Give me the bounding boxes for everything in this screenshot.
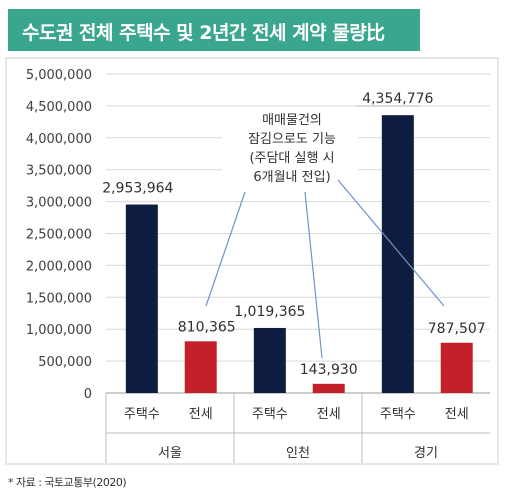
- group-label: 서울: [158, 446, 182, 461]
- y-tick-label: 1,500,000: [26, 291, 92, 306]
- bar-2-0: [381, 115, 414, 394]
- callout-text: 6개월내 전입): [253, 170, 330, 185]
- category-label: 전세: [317, 407, 341, 422]
- value-label: 2,953,964: [102, 181, 173, 197]
- source-note: * 자료 : 국토교통부(2020): [8, 476, 127, 489]
- category-label: 주택수: [380, 407, 416, 422]
- y-tick-label: 4,000,000: [26, 132, 92, 147]
- y-tick-label: 3,000,000: [26, 196, 92, 211]
- value-label: 787,507: [428, 321, 486, 337]
- category-label: 전세: [189, 407, 213, 422]
- callout-line: [304, 191, 323, 359]
- callout-line: [337, 179, 445, 307]
- plot-frame: [5, 57, 499, 465]
- callout-text: 매매물건의: [262, 113, 322, 128]
- bar-2-1: [440, 342, 473, 393]
- y-tick-label: 5,000,000: [26, 68, 92, 83]
- category-label: 주택수: [252, 407, 288, 422]
- value-label: 1,019,365: [234, 304, 305, 320]
- y-tick-label: 3,500,000: [26, 164, 92, 179]
- y-tick-label: 2,000,000: [26, 259, 92, 274]
- bar-1-1: [312, 383, 345, 393]
- title-bar: 수도권 전체 주택수 및 2년간 전세 계약 물량比: [8, 9, 420, 51]
- y-tick-label: 1,000,000: [26, 323, 92, 338]
- value-label: 143,930: [300, 362, 358, 378]
- bars: [125, 115, 473, 394]
- y-axis-ticks: 0 500,000 1,000,000 1,500,000 2,000,000 2,500…: [26, 68, 92, 402]
- chart-title: 수도권 전체 주택수 및 2년간 전세 계약 물량比: [22, 22, 385, 44]
- bar-0-1: [184, 341, 217, 393]
- callout-text: 잠김으로도 기능: [248, 132, 336, 147]
- y-tick-label: 500,000: [38, 355, 92, 370]
- category-label: 주택수: [124, 407, 160, 422]
- bar-1-0: [253, 327, 286, 393]
- bar-0-0: [125, 204, 158, 393]
- value-label: 810,365: [178, 319, 236, 335]
- value-label: 4,354,776: [362, 91, 433, 107]
- category-label: 전세: [445, 407, 469, 422]
- group-label: 경기: [414, 446, 438, 461]
- callout-box: [222, 110, 358, 190]
- group-label: 인천: [286, 446, 310, 461]
- callout-text: (주담대 실행 시: [249, 150, 334, 166]
- callout-line: [205, 191, 246, 307]
- y-tick-label: 0: [84, 387, 92, 402]
- y-tick-label: 2,500,000: [26, 228, 92, 243]
- y-tick-label: 4,500,000: [26, 100, 92, 115]
